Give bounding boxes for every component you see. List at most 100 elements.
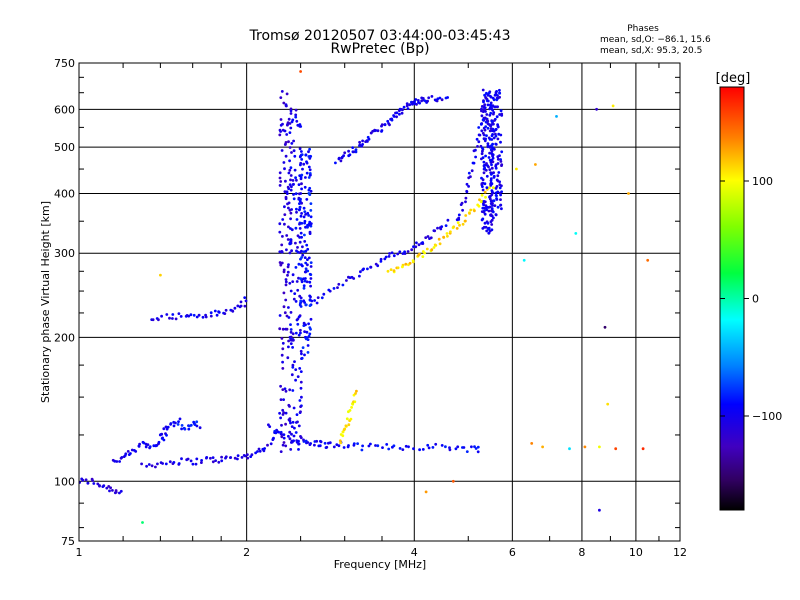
trace-point	[211, 460, 215, 464]
column-point	[494, 164, 498, 168]
column-point	[286, 356, 290, 360]
trace-point	[306, 441, 310, 444]
column-point	[295, 210, 298, 214]
trace-point	[274, 431, 278, 435]
trace-point	[474, 447, 478, 450]
trace-point	[388, 252, 391, 255]
trace-point	[406, 107, 410, 110]
scatter-point	[534, 163, 537, 166]
column-point	[298, 240, 302, 244]
x-tick-label: 8	[578, 546, 585, 559]
column-point	[288, 335, 292, 339]
column-point	[297, 448, 300, 451]
column-point	[299, 305, 303, 308]
trace-point	[189, 459, 193, 463]
column-point	[292, 434, 296, 438]
trace-point	[187, 427, 191, 431]
column-point	[489, 127, 493, 130]
column-point	[489, 101, 493, 105]
column-point	[280, 243, 284, 247]
column-point	[491, 154, 495, 158]
column-point	[291, 179, 295, 182]
column-point	[298, 174, 302, 178]
trace-point	[458, 223, 461, 227]
trace-point	[387, 447, 391, 451]
trace-point	[456, 221, 460, 225]
trace-point	[325, 445, 329, 449]
column-point	[300, 256, 303, 259]
trace-point	[461, 222, 465, 226]
trace-point	[457, 213, 461, 217]
column-point	[487, 209, 491, 213]
trace-point	[224, 308, 228, 312]
column-point	[307, 214, 310, 217]
trace-point	[440, 225, 444, 229]
column-point	[296, 322, 300, 326]
column-point	[290, 142, 294, 145]
y-axis-label: Stationary phase Virtual Height [km]	[39, 201, 52, 403]
trace-point	[341, 434, 345, 438]
trace-point	[439, 227, 443, 231]
trace-point	[108, 489, 111, 493]
column-point	[485, 113, 489, 116]
trace-point	[438, 242, 442, 246]
column-point	[309, 202, 313, 206]
column-point	[296, 123, 300, 127]
column-point	[481, 149, 484, 153]
trace-point	[209, 456, 212, 460]
trace-point	[429, 236, 433, 240]
trace-point	[243, 454, 247, 458]
trace-point	[401, 265, 404, 269]
column-point	[300, 201, 303, 205]
column-point	[281, 443, 285, 447]
trace-point	[430, 248, 434, 252]
trace-point	[478, 133, 482, 137]
scatter-point	[541, 445, 544, 449]
column-point	[485, 208, 488, 212]
column-point	[287, 206, 290, 210]
column-point	[480, 107, 483, 111]
column-point	[287, 187, 291, 191]
trace-point	[403, 250, 406, 254]
column-point	[304, 277, 307, 280]
column-point	[303, 219, 307, 223]
column-point	[293, 360, 296, 363]
trace-point	[404, 444, 408, 448]
scatter-point	[451, 479, 455, 483]
column-point	[289, 448, 293, 451]
trace-point	[418, 252, 421, 256]
column-point	[289, 166, 293, 170]
column-point	[284, 389, 288, 393]
scatter-point	[568, 447, 571, 451]
column-point	[302, 286, 306, 290]
column-point	[289, 238, 293, 242]
x-tick-label: 10	[629, 546, 643, 559]
column-point	[288, 183, 292, 187]
phases-line-x: mean, sd,X: 95.3, 20.5	[600, 46, 702, 56]
column-point	[304, 261, 308, 265]
column-point	[299, 436, 303, 440]
column-point	[287, 225, 290, 229]
column-point	[290, 185, 293, 189]
colorbar-label: [deg]	[716, 71, 751, 86]
column-point	[296, 288, 300, 292]
column-point	[289, 342, 293, 345]
trace-point	[388, 123, 391, 127]
column-point	[480, 105, 484, 108]
column-point	[496, 137, 500, 141]
trace-point	[465, 450, 469, 453]
trace-point	[198, 426, 202, 430]
column-point	[289, 174, 293, 177]
column-point	[279, 398, 283, 401]
column-point	[500, 150, 504, 154]
column-point	[492, 136, 496, 140]
column-point	[288, 131, 292, 135]
trace-point	[446, 218, 450, 222]
column-point	[302, 215, 306, 219]
trace-point	[162, 427, 166, 431]
trace-point	[423, 251, 426, 255]
trace-point	[487, 91, 491, 95]
column-point	[483, 200, 487, 204]
trace-point	[405, 102, 409, 106]
column-point	[301, 245, 304, 249]
